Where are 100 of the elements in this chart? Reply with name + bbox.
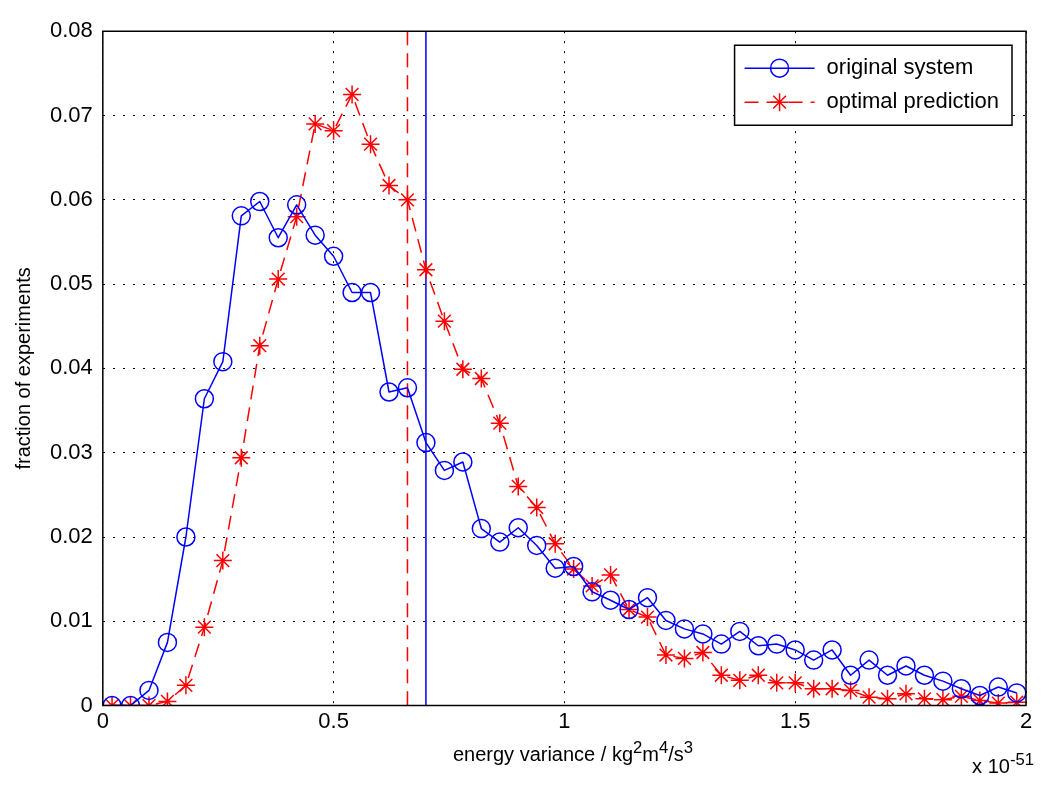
point <box>914 689 935 706</box>
point <box>545 533 565 554</box>
point <box>803 650 824 670</box>
point <box>859 687 879 706</box>
point <box>397 378 418 398</box>
point <box>526 535 547 556</box>
point <box>268 227 288 248</box>
point <box>785 673 805 693</box>
point <box>637 607 658 627</box>
y-axis-title: fraction of experiments <box>11 267 34 470</box>
point <box>453 452 473 472</box>
point <box>896 684 916 704</box>
x-tick-label: 2 <box>1019 707 1033 733</box>
point <box>656 610 676 631</box>
point <box>730 621 750 642</box>
point <box>933 671 953 691</box>
point <box>250 335 270 356</box>
point <box>1007 683 1026 703</box>
point <box>748 665 769 685</box>
point <box>176 527 196 547</box>
point <box>508 517 528 538</box>
point <box>766 634 787 654</box>
y-tick-label: 0.07 <box>49 101 93 127</box>
point <box>988 677 1009 697</box>
point <box>914 665 935 685</box>
point <box>231 448 252 468</box>
y-tick-label: 0.02 <box>49 523 93 549</box>
y-tick-label: 0.01 <box>49 607 93 633</box>
text: x 10$^{-51}$ <box>972 750 1034 778</box>
point <box>711 634 732 654</box>
point <box>471 368 492 389</box>
point <box>674 619 695 639</box>
x-tick-label: 1 <box>558 707 571 733</box>
point <box>822 640 842 660</box>
point <box>600 565 621 585</box>
point <box>379 175 399 196</box>
point <box>342 282 362 303</box>
point <box>213 351 233 372</box>
point <box>545 558 565 578</box>
point <box>323 246 344 267</box>
point <box>176 675 196 696</box>
point <box>213 550 233 571</box>
point <box>157 632 178 653</box>
y-tick-label: 0.03 <box>49 438 93 464</box>
point <box>194 389 215 409</box>
x-tick-label: 1.5 <box>779 707 811 733</box>
point <box>286 206 307 227</box>
point <box>637 587 658 608</box>
x-axis-title: energy variance / kg$^{2}$m$^{4}$/s$^{3}$ <box>452 738 694 765</box>
point <box>526 497 547 518</box>
point <box>693 624 713 644</box>
point <box>250 191 270 212</box>
point <box>397 190 418 210</box>
point <box>139 680 159 701</box>
point <box>434 311 455 331</box>
point <box>951 686 972 706</box>
point <box>582 576 602 596</box>
point <box>840 665 861 685</box>
legend-label: optimal prediction <box>826 88 1000 114</box>
point <box>342 84 362 105</box>
point <box>323 120 344 141</box>
point <box>896 656 916 676</box>
point <box>416 260 436 280</box>
point <box>785 640 805 660</box>
point <box>674 648 695 669</box>
legend-label: original system <box>826 54 974 80</box>
point <box>970 685 990 706</box>
point <box>711 665 732 685</box>
point <box>822 678 842 699</box>
point <box>360 134 381 154</box>
point <box>416 432 436 453</box>
point <box>877 689 898 706</box>
x-tick-label: 0 <box>96 707 109 733</box>
point <box>471 518 492 539</box>
y-tick-label: 0.08 <box>49 17 93 43</box>
point <box>490 413 510 433</box>
point <box>730 670 750 691</box>
point <box>748 636 769 656</box>
point <box>360 282 381 303</box>
point <box>803 678 824 699</box>
point <box>231 206 252 226</box>
point <box>766 673 787 693</box>
point <box>194 617 215 637</box>
point <box>951 678 972 699</box>
point <box>379 382 399 402</box>
point <box>693 642 713 663</box>
point <box>582 582 602 602</box>
y-tick-label: 0.06 <box>49 185 93 211</box>
y-tick-label: 0.04 <box>49 354 93 380</box>
point <box>268 269 288 289</box>
point <box>286 195 307 215</box>
x-tick-label: 0.5 <box>318 707 349 733</box>
point <box>656 645 676 665</box>
point <box>859 650 879 670</box>
point <box>305 225 325 245</box>
point <box>508 476 528 497</box>
point <box>434 460 455 481</box>
point <box>840 680 861 701</box>
y-tick-label: 0 <box>80 691 93 717</box>
point <box>453 359 473 379</box>
